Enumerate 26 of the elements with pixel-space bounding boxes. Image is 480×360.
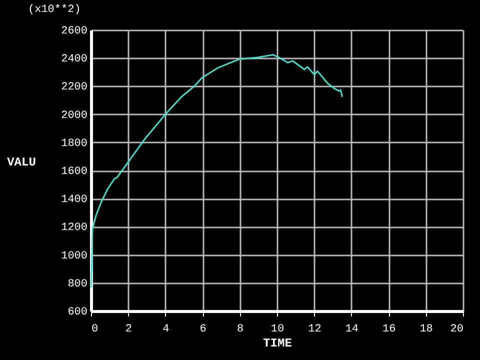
y-tick-label: 1400: [61, 194, 88, 206]
x-tick-label: 20: [450, 324, 464, 336]
y-tick-label: 2600: [61, 26, 88, 38]
x-tick-label: 18: [420, 324, 433, 336]
y-tick-label: 2000: [61, 110, 88, 122]
y-axis-title: VALU: [7, 156, 36, 170]
y-tick-label: 600: [68, 306, 88, 318]
x-tick-label: 16: [382, 324, 396, 336]
x-tick-label: 14: [345, 324, 359, 336]
text: (x10**2): [28, 4, 81, 16]
y-tick-label: 2200: [61, 82, 88, 94]
y-tick-label: 2400: [61, 54, 88, 66]
y-tick-label: 1800: [61, 138, 88, 150]
y-tick-label: 1000: [61, 250, 88, 262]
y-tick-label: 800: [68, 278, 88, 290]
x-tick-label: 10: [270, 324, 284, 336]
x-axis-title: TIME: [263, 336, 292, 350]
x-tick-label: 12: [308, 324, 322, 336]
x-tick-label: 6: [200, 324, 206, 336]
line-series: [90, 54, 344, 288]
x-tick-label: 0: [92, 324, 98, 336]
x-tick-label: 4: [162, 324, 170, 336]
x-tick-label: 8: [236, 324, 244, 336]
y-tick-label: 1600: [61, 166, 88, 178]
x-tick-label: 2: [125, 324, 132, 336]
y-tick-label: 1200: [61, 222, 88, 234]
